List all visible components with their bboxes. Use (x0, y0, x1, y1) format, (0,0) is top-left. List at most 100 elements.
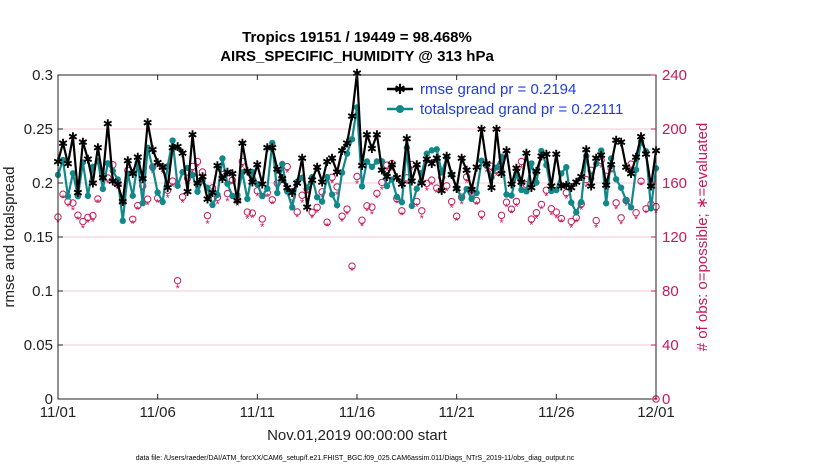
rmse-point: ✱ (257, 178, 267, 192)
rmse-point: ✱ (442, 150, 452, 164)
rmse-point: ✱ (178, 146, 188, 160)
rmse-point: ✱ (193, 177, 203, 191)
obs-evaluated-marker: * (504, 202, 509, 214)
obs-evaluated-marker: * (644, 208, 649, 220)
spread-point (578, 198, 585, 206)
rmse-point: ✱ (402, 132, 412, 146)
spread-point (493, 164, 500, 171)
rmse-point: ✱ (536, 150, 546, 164)
y-tick-label-left: 0.05 (24, 337, 53, 354)
obs-evaluated-marker: * (350, 265, 355, 277)
obs-possible-marker (363, 202, 371, 210)
rmse-point: ✱ (586, 180, 596, 194)
y-tick-label-left: 0.25 (24, 121, 53, 138)
obs-evaluated-marker: * (260, 222, 265, 234)
obs-possible-marker (612, 199, 620, 207)
spread-point (553, 186, 560, 194)
spread-point (318, 198, 326, 205)
obs-evaluated-marker: * (360, 221, 365, 233)
spread-point (99, 185, 107, 193)
spread-point (413, 185, 420, 192)
rmse-point: ✱ (432, 152, 442, 166)
spread-point (338, 169, 346, 176)
obs-possible-marker (348, 262, 356, 270)
spread-point (264, 185, 271, 192)
rmse-point: ✱ (113, 178, 123, 192)
obs-possible-marker (423, 179, 431, 188)
spread-point (463, 185, 470, 193)
spread-point (328, 191, 336, 198)
spread-point (528, 160, 535, 167)
rmse-point: ✱ (387, 158, 397, 172)
obs-evaluated-marker: * (270, 199, 275, 211)
rmse-point: ✱ (561, 179, 571, 193)
rmse-point: ✱ (347, 110, 357, 124)
obs-possible-marker (447, 197, 456, 206)
rmse-point: ✱ (457, 152, 467, 166)
rmse-point: ✱ (312, 160, 322, 174)
obs-evaluated-marker: * (355, 179, 360, 191)
rmse-point: ✱ (492, 123, 502, 137)
rmse-point: ✱ (307, 173, 317, 187)
obs-evaluated-marker: * (280, 178, 285, 190)
obs-evaluated-marker: * (460, 199, 465, 211)
spread-point (647, 205, 655, 212)
obs-possible-marker (547, 205, 556, 213)
obs-possible-marker (552, 208, 561, 216)
obs-evaluated-marker: * (390, 165, 395, 177)
obs-evaluated-marker: * (255, 191, 260, 203)
rmse-point: ✱ (372, 128, 382, 142)
obs-possible-marker (94, 195, 102, 203)
y-tick-label-left: 0.3 (32, 67, 53, 84)
obs-evaluated-marker: * (494, 170, 499, 182)
obs-possible-marker (502, 198, 511, 206)
obs-possible-marker (313, 203, 321, 212)
spread-point (518, 186, 525, 194)
spread-point (373, 158, 381, 165)
obs-possible-marker (632, 209, 640, 217)
axis-ticks: 11/01 11/06 11/11 11/16 11/21 11/26 12/0100.05… (24, 67, 687, 421)
obs-evaluated-marker: * (425, 185, 430, 197)
rmse-point: ✱ (148, 143, 158, 157)
obs-evaluated-marker: * (170, 182, 175, 194)
rmse-point: ✱ (217, 172, 227, 186)
y-tick-label-left: 0.2 (32, 175, 53, 192)
obs-evaluated-marker: * (574, 217, 579, 229)
spread-point (617, 184, 625, 191)
y-tick-label-right: 80 (662, 283, 679, 300)
spread-point (408, 202, 416, 210)
obs-evaluated-marker: * (559, 217, 564, 229)
obs-evaluated-marker: * (230, 179, 235, 191)
spread-point (333, 202, 341, 209)
spread-point (523, 188, 530, 195)
rmse-point: ✱ (606, 158, 616, 172)
spread-point (214, 191, 221, 198)
obs-evaluated-marker: * (245, 214, 250, 226)
rmse-point: ✱ (417, 177, 427, 191)
obs-possible-marker (178, 193, 187, 201)
legend-rmse-label: rmse grand pr = 0.2194 (420, 81, 576, 98)
obs-evaluated-marker: * (624, 200, 629, 212)
obs-evaluated-marker: * (599, 162, 604, 174)
spread-point (139, 199, 146, 207)
obs-evaluated-marker: * (285, 168, 290, 180)
spread-point (358, 183, 366, 190)
rmse-point: ✱ (342, 137, 352, 151)
rmse-point: ✱ (322, 155, 332, 169)
obs-evaluated-marker: * (325, 221, 330, 233)
obs-evaluated-marker: * (106, 178, 111, 190)
rmse-line (56, 72, 658, 207)
obs-evaluated-marker: * (195, 163, 200, 175)
rmse-point: ✱ (571, 175, 581, 189)
obs-possible-marker (248, 209, 257, 217)
spread-point (104, 160, 112, 167)
obs-evaluated-marker: * (519, 163, 524, 175)
obs-possible-marker (617, 214, 625, 222)
obs-possible-marker (79, 217, 87, 226)
obs-evaluated-marker: * (654, 395, 659, 407)
rmse-point: ✱ (317, 175, 327, 189)
obs-evaluated-marker: * (205, 218, 210, 230)
obs-possible-marker (433, 184, 441, 192)
obs-evaluated-marker: * (619, 219, 624, 231)
